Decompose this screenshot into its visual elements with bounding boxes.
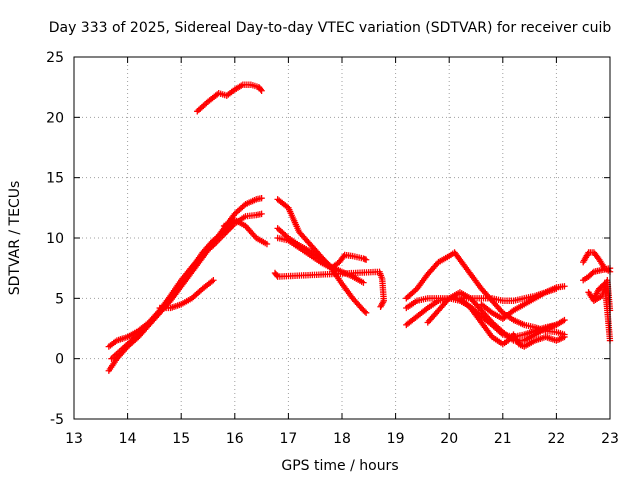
data-point: [340, 253, 347, 260]
y-tick-label: 0: [55, 352, 64, 368]
y-tick-label: 25: [46, 50, 64, 66]
data-point: [362, 309, 370, 317]
data-point: [263, 240, 271, 248]
chart-title: Day 333 of 2025, Sidereal Day-to-day VTE…: [49, 20, 612, 36]
plot-frame: [73, 56, 611, 420]
data-point: [360, 279, 367, 286]
x-tick-label: 14: [119, 431, 137, 447]
data-point: [361, 308, 368, 315]
series-track-4: [156, 277, 217, 312]
axis-ticks: [73, 56, 611, 420]
y-tick-label: 5: [55, 291, 64, 307]
x-tick-label: 19: [387, 431, 405, 447]
series-track-10: [271, 268, 388, 310]
series-track-8: [274, 196, 370, 272]
grid: [74, 57, 610, 419]
data-point: [258, 194, 265, 202]
x-tick-label: 17: [279, 431, 297, 447]
data-point: [257, 86, 264, 93]
x-tick-label: 23: [601, 431, 619, 447]
x-tick-labels: 13 14 15 16 17 18 19 20 21 22 23: [65, 431, 619, 447]
x-tick-label: 21: [494, 431, 512, 447]
y-axis-label: SDTVAR / TECUs: [7, 181, 23, 296]
x-tick-label: 16: [226, 431, 244, 447]
series-track-15: [456, 295, 568, 350]
data-point: [561, 316, 568, 324]
data-point: [258, 87, 265, 94]
series-track-11: [403, 249, 568, 338]
x-tick-label: 22: [547, 431, 565, 447]
series-track-20: [585, 277, 614, 314]
series-track-5: [220, 216, 271, 248]
data-point: [377, 303, 384, 310]
y-tick-labels: -5 0 5 10 15 20 25: [46, 50, 64, 428]
x-tick-label: 13: [65, 431, 83, 447]
x-axis-label: GPS time / hours: [281, 458, 398, 474]
y-tick-label: 10: [46, 231, 64, 247]
data-point: [258, 210, 265, 218]
y-tick-label: 20: [46, 110, 64, 126]
data-point: [210, 277, 217, 284]
y-tick-label: 15: [46, 171, 64, 187]
series-track-18: [580, 264, 614, 284]
x-tick-label: 15: [172, 431, 190, 447]
data-point: [561, 333, 568, 341]
y-tick-label: -5: [50, 412, 64, 428]
series-track-3: [108, 210, 265, 362]
series-track-16: [478, 285, 560, 323]
x-tick-label: 18: [333, 431, 351, 447]
x-tick-label: 20: [440, 431, 458, 447]
data-point: [561, 283, 568, 290]
series-track-6: [194, 81, 265, 115]
data-points: [105, 81, 614, 374]
data-point: [553, 285, 560, 292]
data-point: [273, 272, 280, 279]
data-point: [362, 256, 370, 263]
